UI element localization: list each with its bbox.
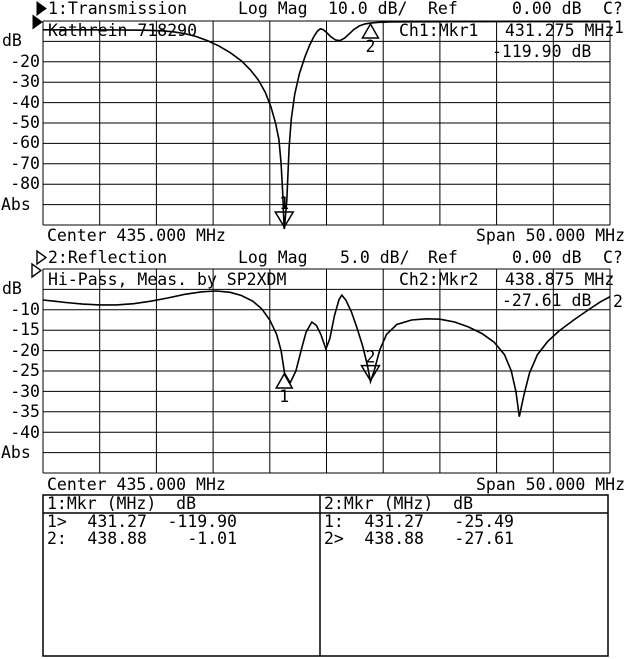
ch2-tick: -15 <box>10 320 40 339</box>
marker-sel: 2: <box>47 529 67 548</box>
marker-freq: 431.27 <box>87 512 147 531</box>
ch2-ref-level-icon <box>31 262 43 279</box>
ch1-marker-readout-label: Ch1:Mkr1 <box>399 21 479 40</box>
ch2-marker-readout-label: Ch2:Mkr2 <box>399 270 479 289</box>
ch1-trace-number: 1 <box>614 18 624 37</box>
ch2-trace-number: 2 <box>613 292 623 311</box>
marker-table-border <box>42 494 609 657</box>
ch2-ref-value: 0.00 dB <box>512 248 582 267</box>
marker-level: -25.49 <box>454 512 514 531</box>
ch1-tick: -70 <box>10 154 40 173</box>
ch1-axis-unit-bottom: Abs <box>1 195 31 214</box>
ch2-inactive-indicator-icon <box>36 249 48 266</box>
marker-freq: 431.27 <box>364 512 424 531</box>
ch1-tick: -40 <box>10 93 40 112</box>
ch1-center-freq: Center 435.000 MHz <box>47 226 226 245</box>
ch1-tick: -30 <box>10 72 40 91</box>
marker-sel: 1> <box>47 512 67 531</box>
ch1-ref-level-icon <box>32 14 43 30</box>
ch1-ref-label: Ref <box>428 0 458 18</box>
marker-1-label-ch1: 1 <box>279 194 289 213</box>
ch2-tick: -40 <box>10 423 40 442</box>
marker-sel: 1: <box>324 512 344 531</box>
marker-freq: 438.88 <box>364 529 424 548</box>
marker-table-row: 1: 431.27 -25.49 <box>324 512 514 531</box>
trace-ch2 <box>43 290 610 417</box>
ch2-title: 2:Reflection <box>48 248 168 267</box>
ch2-cal-status: C? <box>603 248 623 267</box>
ch1-scale: 10.0 dB/ <box>328 0 408 18</box>
ch1-cal-status: C? <box>603 0 623 18</box>
marker-table-row: 2> 438.88 -27.61 <box>324 529 514 548</box>
ch2-tick: -20 <box>10 341 40 360</box>
marker-table-left-header: 1:Mkr (MHz) dB <box>47 494 197 513</box>
ch1-active-indicator-icon <box>36 1 47 16</box>
marker-2-triangle-ch1 <box>361 22 380 39</box>
trace-ch1 <box>43 20 610 229</box>
ch2-marker-readout-level: -27.61 dB <box>502 291 592 310</box>
ch2-axis-unit-bottom: Abs <box>1 443 31 462</box>
marker-2-label-ch2: 2 <box>365 348 375 367</box>
marker-table-row: 2: 438.88 -1.01 <box>47 529 237 548</box>
ch2-device-label: Hi-Pass, Meas. by SP2XDM <box>48 270 287 289</box>
ch2-tick: -35 <box>10 402 40 421</box>
ch2-tick: -30 <box>10 382 40 401</box>
ch2-span-freq: Span 50.000 MHz <box>476 475 626 494</box>
ch1-device-label: Kathrein 718290 <box>48 21 198 40</box>
ch1-span-freq: Span 50.000 MHz <box>476 226 626 245</box>
ch1-title: 1:Transmission <box>48 0 188 18</box>
ch2-format: Log Mag <box>238 248 308 267</box>
marker-1-triangle-ch2 <box>274 372 294 389</box>
ch1-axis-unit-top: dB <box>2 31 22 50</box>
marker-level: -119.90 <box>167 512 237 531</box>
marker-sel: 2> <box>324 529 344 548</box>
ch2-marker-readout-freq: 438.875 MHz <box>505 270 615 289</box>
ch1-tick: -60 <box>10 133 40 152</box>
marker-freq: 438.88 <box>87 529 147 548</box>
ch2-axis-unit-top: dB <box>2 279 22 298</box>
ch1-tick: -80 <box>10 174 40 193</box>
ch2-tick: -10 <box>10 300 40 319</box>
ch1-marker-readout-freq: 431.275 MHz <box>505 21 615 40</box>
ch1-ref-value: 0.00 dB <box>512 0 582 18</box>
ch1-marker-readout-level: -119.90 dB <box>492 42 592 61</box>
marker-2-label-ch1: 2 <box>365 37 375 56</box>
marker-2-triangle-ch2 <box>360 364 381 383</box>
marker-table-right-header: 2:Mkr (MHz) dB <box>324 494 474 513</box>
marker-1-triangle-ch1 <box>273 211 295 229</box>
marker-level: -27.61 <box>454 529 514 548</box>
marker-table-row: 1> 431.27 -119.90 <box>47 512 237 531</box>
ch2-center-freq: Center 435.000 MHz <box>47 475 226 494</box>
ch2-tick: -25 <box>10 361 40 380</box>
ch1-tick: -50 <box>10 113 40 132</box>
ch2-ref-label: Ref <box>428 248 458 267</box>
marker-1-label-ch2: 1 <box>279 387 289 406</box>
ch1-tick: -20 <box>10 52 40 71</box>
marker-level: -1.01 <box>187 529 237 548</box>
ch2-scale: 5.0 dB/ <box>340 248 410 267</box>
ch1-format: Log Mag <box>238 0 308 18</box>
